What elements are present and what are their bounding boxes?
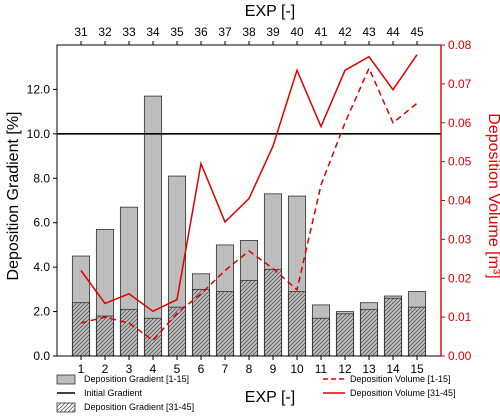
bar-gradient-31-45 <box>167 306 187 357</box>
x-tick-label-bottom: 12 <box>338 362 352 376</box>
bar-gradient-31-45 <box>239 280 259 357</box>
x-tick-label-top: 37 <box>218 25 232 39</box>
y-tick-label-right: 0.04 <box>448 194 472 208</box>
bar-gradient-31-45 <box>95 315 115 357</box>
x-tick-label-top: 41 <box>314 25 328 39</box>
bar-gradient-31-45 <box>143 317 163 357</box>
y-tick-label-right: 0.01 <box>448 310 472 324</box>
y-tick-label-left: 10.0 <box>27 127 51 141</box>
legend-swatch-hatch <box>56 402 76 413</box>
legend-label: Initial Gradient <box>84 388 143 398</box>
x-tick-label-bottom: 2 <box>102 362 109 376</box>
bar-gradient-31-45 <box>191 288 211 357</box>
x-tick-label-top: 39 <box>266 25 280 39</box>
x-tick-label-bottom: 4 <box>150 362 157 376</box>
x-tick-label-top: 33 <box>122 25 136 39</box>
bar-gradient-31-45 <box>215 291 235 357</box>
line-volume-31-45 <box>80 54 418 313</box>
y-tick-label-right: 0.05 <box>448 155 472 169</box>
x-tick-label-bottom: 11 <box>315 362 328 376</box>
x-tick-label-bottom: 6 <box>198 362 205 376</box>
y-tick-label-right: 0.00 <box>448 349 472 363</box>
x-axis-title-bottom: EXP [-] <box>245 389 295 406</box>
bar-gradient-31-45 <box>359 308 379 357</box>
x-tick-label-top: 40 <box>290 25 304 39</box>
legend-label: Deposition Volume [31-45] <box>350 388 456 398</box>
y-tick-label-left: 0.0 <box>33 349 50 363</box>
y-tick-label-left: 6.0 <box>33 216 50 230</box>
line-volume-1-15 <box>80 66 418 342</box>
x-tick-label-bottom: 10 <box>290 362 304 376</box>
x-tick-label-top: 42 <box>338 25 352 39</box>
bar-gradient-31-45 <box>119 308 139 357</box>
bar-gradient-31-45 <box>263 268 283 357</box>
bar-gradient-1-15 <box>143 95 163 357</box>
bar-gradient-31-45 <box>383 297 403 357</box>
x-tick-label-bottom: 3 <box>126 362 133 376</box>
y-tick-label-right: 0.06 <box>448 116 472 130</box>
legend: Deposition Gradient [1-15] Initial Gradie… <box>56 374 456 413</box>
x-tick-label-top: 34 <box>146 25 160 39</box>
y-tick-label-left: 4.0 <box>33 260 50 274</box>
legend-label: Deposition Gradient [31-45] <box>84 402 194 412</box>
x-tick-label-bottom: 15 <box>410 362 424 376</box>
y-tick-label-left: 12.0 <box>27 82 51 96</box>
legend-label: Deposition Volume [1-15] <box>350 374 451 384</box>
bar-gradient-31-45 <box>71 302 91 357</box>
y-axis-title-right: Deposition Volume [m³] <box>485 113 500 278</box>
y-axis-title-left: Deposition Gradient [%] <box>5 112 22 281</box>
x-tick-label-bottom: 5 <box>174 362 181 376</box>
bar-gradient-31-45 <box>311 317 331 357</box>
x-tick-label-top: 43 <box>362 25 376 39</box>
x-tick-label-bottom: 13 <box>362 362 376 376</box>
y-tick-label-right: 0.03 <box>448 232 472 246</box>
y-tick-label-right: 0.07 <box>448 77 472 91</box>
y-tick-label-left: 8.0 <box>33 171 50 185</box>
x-tick-label-bottom: 7 <box>222 362 229 376</box>
x-tick-label-top: 36 <box>194 25 208 39</box>
bar-gradient-31-45 <box>287 291 307 357</box>
y-tick-label-left: 2.0 <box>33 305 50 319</box>
bar-gradient-31-45 <box>335 313 355 357</box>
x-tick-label-bottom: 9 <box>270 362 277 376</box>
legend-label: Deposition Gradient [1-15] <box>84 374 189 384</box>
x-tick-label-bottom: 8 <box>246 362 253 376</box>
x-tick-label-top: 38 <box>242 25 256 39</box>
x-tick-label-bottom: 14 <box>386 362 400 376</box>
x-tick-label-top: 45 <box>410 25 424 39</box>
x-tick-label-top: 35 <box>170 25 184 39</box>
x-tick-label-top: 44 <box>386 25 400 39</box>
x-tick-label-bottom: 1 <box>78 362 85 376</box>
x-tick-label-top: 32 <box>98 25 112 39</box>
x-tick-label-top: 31 <box>74 25 88 39</box>
x-axis-title-top: EXP [-] <box>245 3 295 20</box>
y-tick-label-right: 0.02 <box>448 271 472 285</box>
bar-gradient-31-45 <box>407 306 427 357</box>
legend-swatch-bar <box>56 374 76 385</box>
y-tick-label-right: 0.08 <box>448 38 472 52</box>
